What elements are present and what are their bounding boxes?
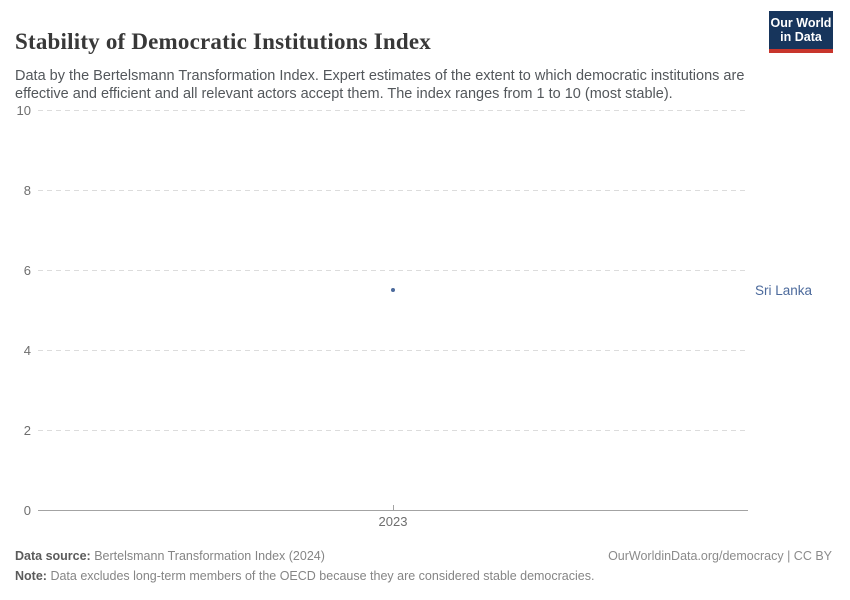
y-axis-tick-label: 6 — [23, 263, 31, 278]
note-label: Note: — [15, 569, 47, 583]
data-source-line: Data source: Bertelsmann Transformation … — [15, 548, 325, 564]
y-axis-tick-label: 8 — [23, 183, 31, 198]
data-source-value: Bertelsmann Transformation Index (2024) — [94, 549, 325, 563]
y-axis-tick-label: 4 — [23, 343, 31, 358]
y-axis-tick-label: 10 — [16, 103, 31, 118]
data-source-label: Data source: — [15, 549, 91, 563]
owid-logo-line1: Our World — [770, 16, 832, 30]
note-value: Data excludes long-term members of the O… — [50, 569, 595, 583]
gridline — [38, 110, 748, 111]
x-axis-line — [38, 510, 748, 511]
gridline — [38, 190, 748, 191]
chart-subtitle: Data by the Bertelsmann Transformation I… — [15, 67, 745, 103]
gridline — [38, 430, 748, 431]
entity-label-sri-lanka[interactable]: Sri Lanka — [755, 283, 813, 298]
chart-footer: Data source: Bertelsmann Transformation … — [15, 548, 832, 584]
data-point-sri-lanka[interactable] — [391, 288, 395, 292]
gridline — [38, 350, 748, 351]
y-axis-tick-label: 0 — [23, 503, 31, 518]
owid-logo[interactable]: Our World in Data — [769, 11, 833, 53]
gridline — [38, 270, 748, 271]
owid-url-link[interactable]: OurWorldinData.org/democracy | CC BY — [608, 549, 832, 563]
note-line: Note: Data excludes long-term members of… — [15, 568, 594, 584]
x-axis-tick-label: 2023 — [378, 514, 408, 529]
page-title: Stability of Democratic Institutions Ind… — [15, 29, 432, 55]
x-axis-tick-mark — [393, 505, 394, 510]
y-axis-tick-label: 2 — [23, 423, 31, 438]
owid-logo-line2: in Data — [780, 30, 822, 44]
